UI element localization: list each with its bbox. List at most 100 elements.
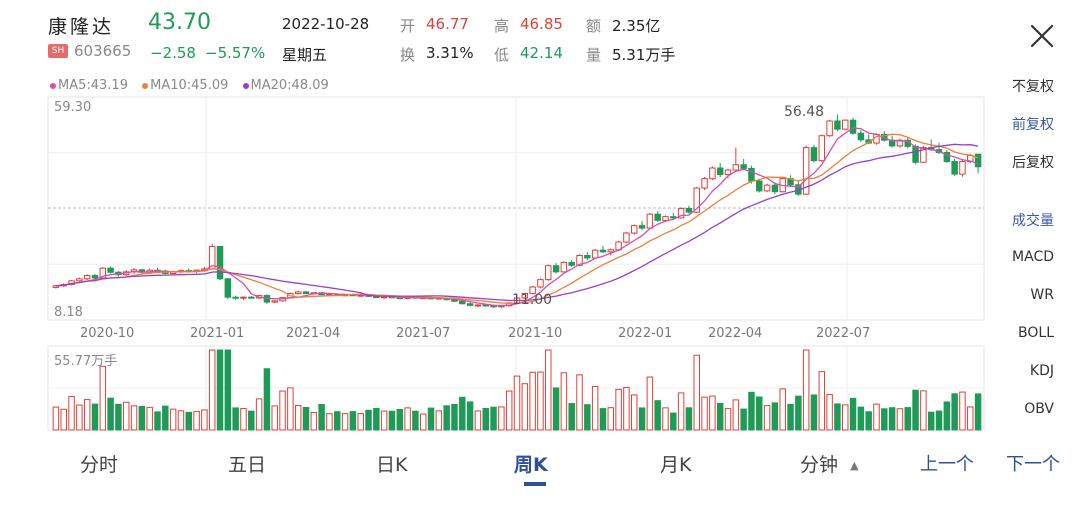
sidebar-item-forward-adjust[interactable]: 前复权 [1012,117,1054,133]
sidebar-item-backward-adjust[interactable]: 后复权 [1012,155,1054,171]
ma10-line [55,133,979,305]
candle-body [857,132,865,141]
sidebar-item-macd[interactable]: MACD [1012,249,1054,265]
volume-bar [248,410,255,431]
volume-bar [318,404,325,431]
next-stock-button[interactable]: 下一个 [1006,454,1060,475]
volume-bar [584,404,591,431]
volume-bar [623,387,630,431]
close-icon[interactable] [1028,22,1056,50]
prev-stock-button[interactable]: 上一个 [920,454,974,475]
volume-bar [451,403,458,431]
sidebar-item-wr[interactable]: WR [1030,287,1054,303]
volume-bar [842,404,849,431]
volume-bar [334,411,341,431]
x-tick-label: 2021-10 [508,326,563,341]
active-tab-indicator [524,482,546,486]
volume-bar [779,388,786,431]
volume-bar [146,406,153,431]
tab-minute[interactable]: 分钟 ▲ [800,450,859,477]
candle-body [771,184,779,193]
volume-bar [68,396,75,431]
volume-bar [881,408,888,431]
volume-bar [959,391,966,431]
volume-bar [599,408,607,431]
volume-value: 5.31万手 [612,46,676,64]
volume-bar [380,410,388,431]
market-badge: SH [48,44,68,58]
volume-bar [756,396,763,431]
volume-bar [107,397,114,431]
volume-bar [177,410,185,431]
volume-bar [693,354,700,431]
sidebar-item-no-adjust[interactable]: 不复权 [1012,79,1054,95]
sidebar-item-boll[interactable]: BOLL [1018,325,1054,341]
volume-bar [60,408,67,431]
volume-bar [630,394,638,431]
x-tick-label: 2022-07 [816,326,871,341]
volume-bar [607,407,615,431]
tab-minute-label: 分钟 [800,454,839,476]
x-tick-label: 2022-04 [708,326,763,341]
volume-bar [427,407,435,431]
candle-body [271,300,278,303]
sidebar-item-kdj[interactable]: KDJ [1029,363,1054,379]
volume-bar [771,402,779,431]
volume-bar [810,394,818,431]
candle-body [974,153,982,168]
volume-bar [709,395,716,431]
volume-bar [287,387,294,431]
volume-bar [193,410,200,431]
volume-bar [576,374,583,431]
volume-bar [677,392,685,431]
candle-body [591,249,599,259]
candle-body [662,216,669,221]
ma10-legend: MA10:45.09 [142,78,228,93]
volume-bar [662,407,669,431]
volume-bar [935,410,943,431]
volume-bar [967,406,974,431]
candle-body [76,278,83,282]
volume-bar [787,403,794,431]
tab-intraday[interactable]: 分时 [80,454,119,476]
volume-bar [443,405,450,431]
volume-bar [349,411,357,431]
quote-date: 2022-10-28 [282,15,370,33]
volume-bar [482,407,489,431]
amount-label: 额 [586,17,602,35]
candle-body [302,291,310,295]
volume-bar [138,405,146,431]
volume-bar [818,371,826,431]
candle-body [537,279,544,288]
x-tick-label: 2022-01 [618,326,673,341]
volume-bar [920,390,927,431]
tab-five-day[interactable]: 五日 [228,454,267,476]
low-annotation: 11.00 [512,292,553,308]
sidebar-item-volume[interactable]: 成交量 [1012,213,1054,229]
y-min-label: 8.18 [54,305,83,320]
volume-bar [404,407,411,431]
candle-body [294,291,302,295]
sidebar-item-obv[interactable]: OBV [1024,401,1054,417]
volume-bar [396,408,404,431]
volume-bar [865,411,872,431]
volume-bar [560,372,568,431]
candle-body [951,160,958,175]
candle-body [826,120,833,137]
volume-label: 量 [586,46,602,64]
tab-daily-k[interactable]: 日K [376,454,408,476]
volume-bar [169,408,177,431]
candle-body [83,275,91,280]
current-price: 43.70 [148,10,211,35]
candle-body [560,261,568,273]
ma5-legend: MA5:43.19 [50,78,128,93]
ma10-dot [142,82,149,89]
ma5-line [55,127,979,307]
candle-body [756,180,763,192]
candle-body [724,169,732,176]
high-value: 46.85 [520,15,563,33]
tab-weekly-k[interactable]: 周K [514,454,548,476]
tab-monthly-k[interactable]: 月K [660,454,692,476]
volume-bar [951,393,958,431]
